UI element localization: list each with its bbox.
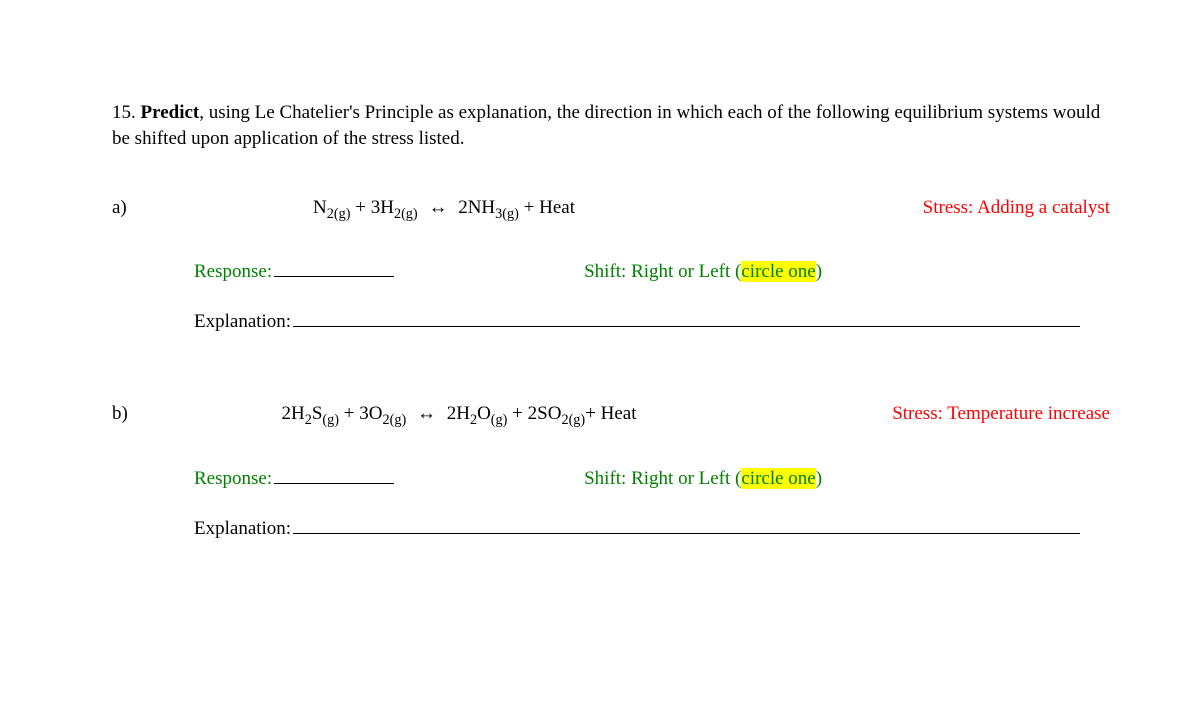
part-b-explanation-row: Explanation: [112,516,1110,540]
part-b-explanation-blank[interactable] [293,516,1080,534]
question-number: 15. [112,102,136,123]
part-a-equation-row: a) N2(g) + 3H2(g) ↔ 2NH3(g) + Heat Stres… [112,197,1110,219]
part-b: b) 2H2S(g) + 3O2(g) ↔ 2H2O(g) + 2SO2(g)+… [112,403,1110,539]
part-a-response-label: Response: [194,261,272,283]
part-b-response-label: Response: [194,468,272,490]
part-b-equation-row: b) 2H2S(g) + 3O2(g) ↔ 2H2O(g) + 2SO2(g)+… [112,403,1110,425]
part-b-equation: 2H2S(g) + 3O2(g) ↔ 2H2O(g) + 2SO2(g)+ He… [194,403,724,425]
part-a-shift: Shift: Right or Left (circle one) [584,261,822,283]
part-a-response-blank[interactable] [274,259,394,277]
part-b-circle-one: circle one [741,468,815,489]
question-prompt: 15. Predict, using Le Chatelier's Princi… [112,100,1110,151]
part-a-equation: N2(g) + 3H2(g) ↔ 2NH3(g) + Heat [194,197,694,219]
part-b-label: b) [112,403,194,425]
part-b-explanation-label: Explanation: [194,518,291,540]
part-b-response-blank[interactable] [274,465,394,483]
prompt-rest: , using Le Chatelier's Principle as expl… [112,102,1100,149]
part-a-response-row: Response: Shift: Right or Left (circle o… [112,259,1110,283]
prompt-bold: Predict [141,102,200,123]
part-a-explanation-label: Explanation: [194,311,291,333]
part-a-circle-one: circle one [741,261,815,282]
part-b-response-row: Response: Shift: Right or Left (circle o… [112,465,1110,489]
part-b-shift: Shift: Right or Left (circle one) [584,468,822,490]
part-a-label: a) [112,197,194,219]
part-a-explanation-row: Explanation: [112,309,1110,333]
part-a: a) N2(g) + 3H2(g) ↔ 2NH3(g) + Heat Stres… [112,197,1110,333]
page: 15. Predict, using Le Chatelier's Princi… [0,0,1200,540]
part-b-stress: Stress: Temperature increase [892,403,1110,425]
part-a-stress: Stress: Adding a catalyst [923,197,1110,219]
part-a-explanation-blank[interactable] [293,309,1080,327]
